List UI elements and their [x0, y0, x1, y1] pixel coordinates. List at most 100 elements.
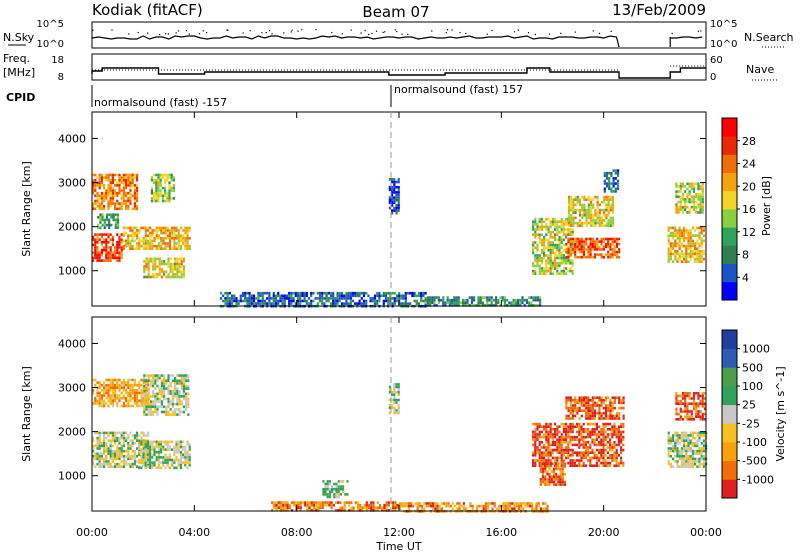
freq-tick-bottom: 8	[58, 72, 64, 83]
heatmap-cell	[603, 179, 606, 183]
heatmap-cell	[327, 291, 330, 295]
heatmap-cell	[160, 267, 163, 271]
heatmap-cell	[129, 396, 132, 400]
heatmap-cell	[100, 251, 103, 254]
heatmap-cell	[569, 240, 572, 243]
heatmap-cell	[598, 253, 601, 256]
heatmap-cell	[679, 205, 682, 209]
heatmap-cell	[175, 440, 178, 444]
heatmap-cell	[315, 506, 318, 510]
heatmap-cell	[495, 298, 498, 302]
heatmap-cell	[694, 234, 697, 237]
heatmap-cell	[172, 184, 175, 187]
heatmap-cell	[328, 501, 331, 504]
heatmap-cell	[170, 186, 173, 190]
heatmap-cell	[322, 487, 325, 491]
heatmap-cell	[138, 466, 141, 470]
heatmap-cell	[592, 206, 595, 209]
heatmap-cell	[279, 501, 283, 504]
heatmap-cell	[677, 205, 680, 209]
heatmap-cell	[691, 457, 694, 461]
heatmap-cell	[534, 304, 537, 307]
heatmap-cell	[147, 381, 150, 384]
heatmap-cell	[691, 465, 694, 468]
heatmap-cell	[687, 439, 690, 442]
heatmap-cell	[573, 425, 576, 428]
heatmap-cell	[617, 441, 620, 444]
heatmap-cell	[314, 297, 317, 300]
heatmap-cell	[596, 201, 599, 204]
heatmap-cell	[547, 269, 550, 273]
heatmap-cell	[580, 433, 583, 436]
heatmap-cell	[585, 396, 588, 399]
heatmap-cell	[607, 253, 610, 256]
heatmap-cell	[576, 454, 579, 457]
heatmap-cell	[167, 397, 170, 401]
heatmap-cell	[591, 409, 594, 412]
heatmap-cell	[587, 406, 590, 410]
heatmap-cell	[580, 409, 583, 412]
heatmap-cell	[122, 439, 125, 442]
heatmap-cell	[96, 176, 99, 179]
heatmap-cell	[175, 448, 178, 451]
heatmap-cell	[538, 267, 541, 270]
heatmap-cell	[153, 194, 156, 198]
heatmap-cell	[565, 401, 568, 405]
heatmap-cell	[392, 501, 395, 504]
heatmap-cell	[162, 231, 165, 235]
heatmap-cell	[343, 509, 346, 512]
heatmap-cell	[506, 504, 509, 508]
heatmap-cell	[683, 462, 686, 466]
heatmap-cell	[690, 418, 693, 421]
heatmap-cell	[517, 507, 520, 510]
heatmap-cell	[397, 398, 400, 402]
heatmap-cell	[174, 408, 177, 411]
heatmap-cell	[92, 235, 95, 239]
heatmap-cell	[582, 250, 586, 254]
heatmap-cell	[129, 394, 132, 397]
heatmap-cell	[133, 186, 136, 190]
heatmap-cell	[124, 242, 128, 245]
heatmap-cell	[675, 418, 678, 421]
heatmap-cell	[578, 406, 581, 410]
heatmap-cell	[105, 431, 108, 435]
heatmap-cell	[453, 296, 456, 299]
heatmap-cell	[178, 397, 181, 401]
heatmap-cell	[140, 226, 143, 230]
heatmap-cell	[688, 394, 691, 398]
heatmap-cell	[697, 185, 700, 188]
heatmap-cell	[168, 191, 171, 195]
heatmap-cell	[188, 445, 191, 449]
heatmap-cell	[620, 430, 623, 434]
heatmap-cell	[585, 409, 588, 412]
heatmap-cell	[581, 195, 584, 199]
heatmap-cell	[151, 440, 154, 444]
heatmap-cell	[569, 430, 572, 434]
heatmap-cell	[549, 230, 552, 234]
heatmap-cell	[116, 199, 119, 203]
heatmap-cell	[602, 443, 605, 447]
heatmap-cell	[538, 448, 541, 452]
heatmap-cell	[554, 456, 557, 460]
heatmap-cell	[675, 182, 678, 186]
heatmap-cell	[378, 294, 381, 298]
heatmap-cell	[326, 495, 329, 499]
heatmap-cell	[569, 448, 572, 452]
heatmap-cell	[571, 406, 575, 410]
heatmap-cell	[310, 302, 313, 305]
heatmap-cell	[609, 221, 612, 225]
heatmap-cell	[133, 391, 136, 395]
heatmap-cell	[105, 218, 109, 222]
heatmap-cell	[672, 237, 675, 240]
heatmap-cell	[367, 294, 370, 298]
heatmap-cell	[565, 259, 568, 262]
heatmap-cell	[135, 244, 139, 248]
heatmap-cell	[154, 408, 157, 411]
heatmap-cell	[133, 394, 136, 397]
heatmap-cell	[700, 449, 703, 453]
heatmap-cell	[567, 417, 570, 420]
heatmap-cell	[596, 195, 599, 199]
heatmap-cell	[177, 244, 180, 248]
heatmap-cell	[678, 442, 681, 445]
